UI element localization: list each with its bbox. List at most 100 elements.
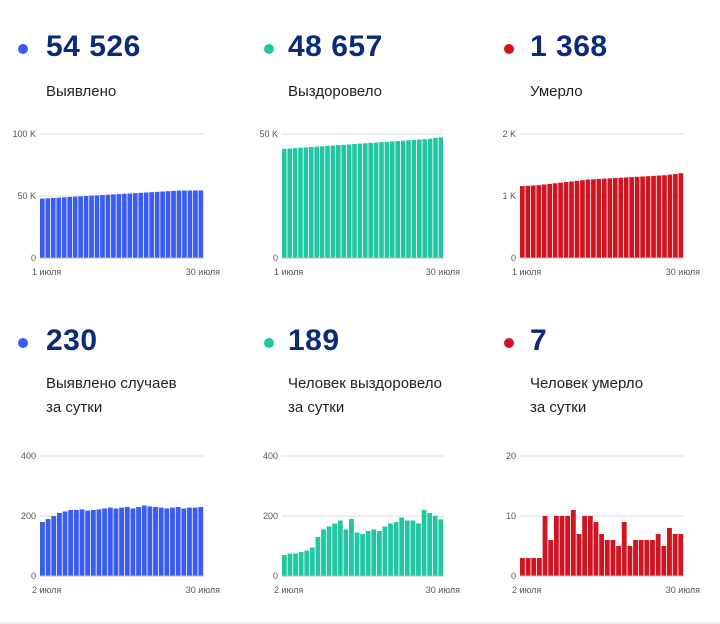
bar	[68, 510, 74, 576]
bar	[400, 140, 406, 258]
bar	[599, 534, 605, 576]
bar	[612, 178, 618, 258]
bar	[292, 148, 298, 258]
panel-detected-total: 54 526 Выявлено 0 50 K 100 K 1 июля 30 июля	[0, 0, 240, 312]
series-dot	[18, 44, 28, 54]
bar	[282, 148, 287, 258]
panel-detected-daily: 230 Выявлено случаев за сутки 0 200 400 2 и…	[0, 312, 240, 624]
series-dot	[504, 44, 514, 54]
bar	[45, 198, 51, 258]
bar	[116, 194, 122, 258]
bar-chart: 0 10 20 2 июля 30 июля	[506, 451, 700, 595]
bar	[417, 139, 422, 258]
bar	[346, 144, 352, 258]
panel-recovered-daily: 189 Человек выздоровело за сутки 0 200 400…	[240, 312, 480, 624]
bar	[100, 195, 105, 258]
bar	[138, 192, 144, 258]
bar	[667, 528, 672, 576]
bar	[393, 522, 399, 576]
bar	[111, 194, 116, 258]
bar	[542, 516, 548, 576]
bar	[83, 196, 89, 258]
stat-label-line: Выявлено	[46, 83, 117, 100]
bar	[416, 523, 421, 576]
bar	[623, 177, 629, 258]
y-tick-label: 200	[263, 511, 278, 521]
y-tick-label: 10	[506, 511, 516, 521]
bar	[379, 142, 384, 258]
stat-label: Умерло	[530, 80, 583, 104]
y-tick-label: 0	[31, 253, 36, 263]
bar	[164, 508, 170, 576]
bar	[282, 555, 287, 576]
bar	[119, 507, 125, 576]
bar	[132, 193, 138, 258]
stat-label-line: за сутки	[46, 399, 103, 416]
bar	[330, 145, 336, 258]
bar	[384, 141, 390, 258]
bar	[198, 190, 204, 258]
bar	[593, 522, 599, 576]
x-tick-label-end: 30 июля	[186, 267, 220, 277]
bar	[50, 197, 56, 258]
bar	[602, 178, 607, 258]
bar	[678, 534, 684, 576]
bar	[56, 513, 62, 576]
bar	[438, 137, 444, 258]
bar	[536, 185, 542, 258]
bar	[563, 182, 569, 258]
bar	[90, 510, 96, 576]
bar	[51, 516, 57, 576]
bar	[321, 529, 326, 576]
bar	[536, 558, 542, 576]
bar-chart: 0 50 K 100 K 1 июля 30 июля	[12, 129, 220, 277]
bar	[72, 196, 78, 258]
bar	[170, 507, 175, 576]
x-tick-label-start: 2 июля	[274, 585, 303, 595]
bar	[580, 180, 585, 258]
bar	[559, 516, 565, 576]
bar	[410, 520, 416, 576]
bar	[357, 143, 363, 258]
stat-value: 230	[46, 324, 98, 357]
bar	[107, 507, 113, 576]
bar	[341, 144, 346, 258]
bar	[56, 197, 62, 258]
bar	[661, 546, 667, 576]
stat-label: Человек выздоровело за сутки	[288, 372, 442, 420]
bar	[160, 191, 165, 258]
bar	[604, 540, 610, 576]
bar	[337, 520, 343, 576]
bar	[621, 522, 627, 576]
panel-died-total: 1 368 Умерло 0 1 K 2 K 1 июля 30 июля	[480, 0, 720, 312]
x-tick-label-start: 2 июля	[512, 585, 541, 595]
bar	[569, 181, 574, 258]
bar	[404, 520, 410, 576]
bar	[343, 529, 349, 576]
y-tick-label: 1 K	[502, 191, 516, 201]
x-tick-label-end: 30 июля	[666, 585, 700, 595]
bar	[672, 534, 678, 576]
bar	[198, 507, 204, 576]
y-tick-label: 50 K	[259, 129, 278, 139]
series-dot	[264, 44, 274, 54]
bar	[79, 509, 85, 576]
x-tick-label-end: 30 июля	[426, 585, 460, 595]
bar	[553, 516, 559, 576]
bar	[552, 183, 558, 258]
series-dot	[504, 338, 514, 348]
bar	[105, 194, 111, 258]
bar	[422, 139, 427, 258]
stat-value: 54 526	[46, 30, 141, 63]
bar	[427, 513, 433, 576]
bar	[520, 558, 525, 576]
y-tick-label: 20	[506, 451, 516, 461]
bar	[40, 522, 45, 576]
bar	[558, 182, 563, 258]
bar	[406, 140, 411, 258]
bar	[421, 510, 427, 576]
x-tick-label-start: 1 июля	[274, 267, 303, 277]
bar	[336, 145, 341, 258]
bar	[325, 145, 330, 258]
bar	[432, 516, 438, 576]
